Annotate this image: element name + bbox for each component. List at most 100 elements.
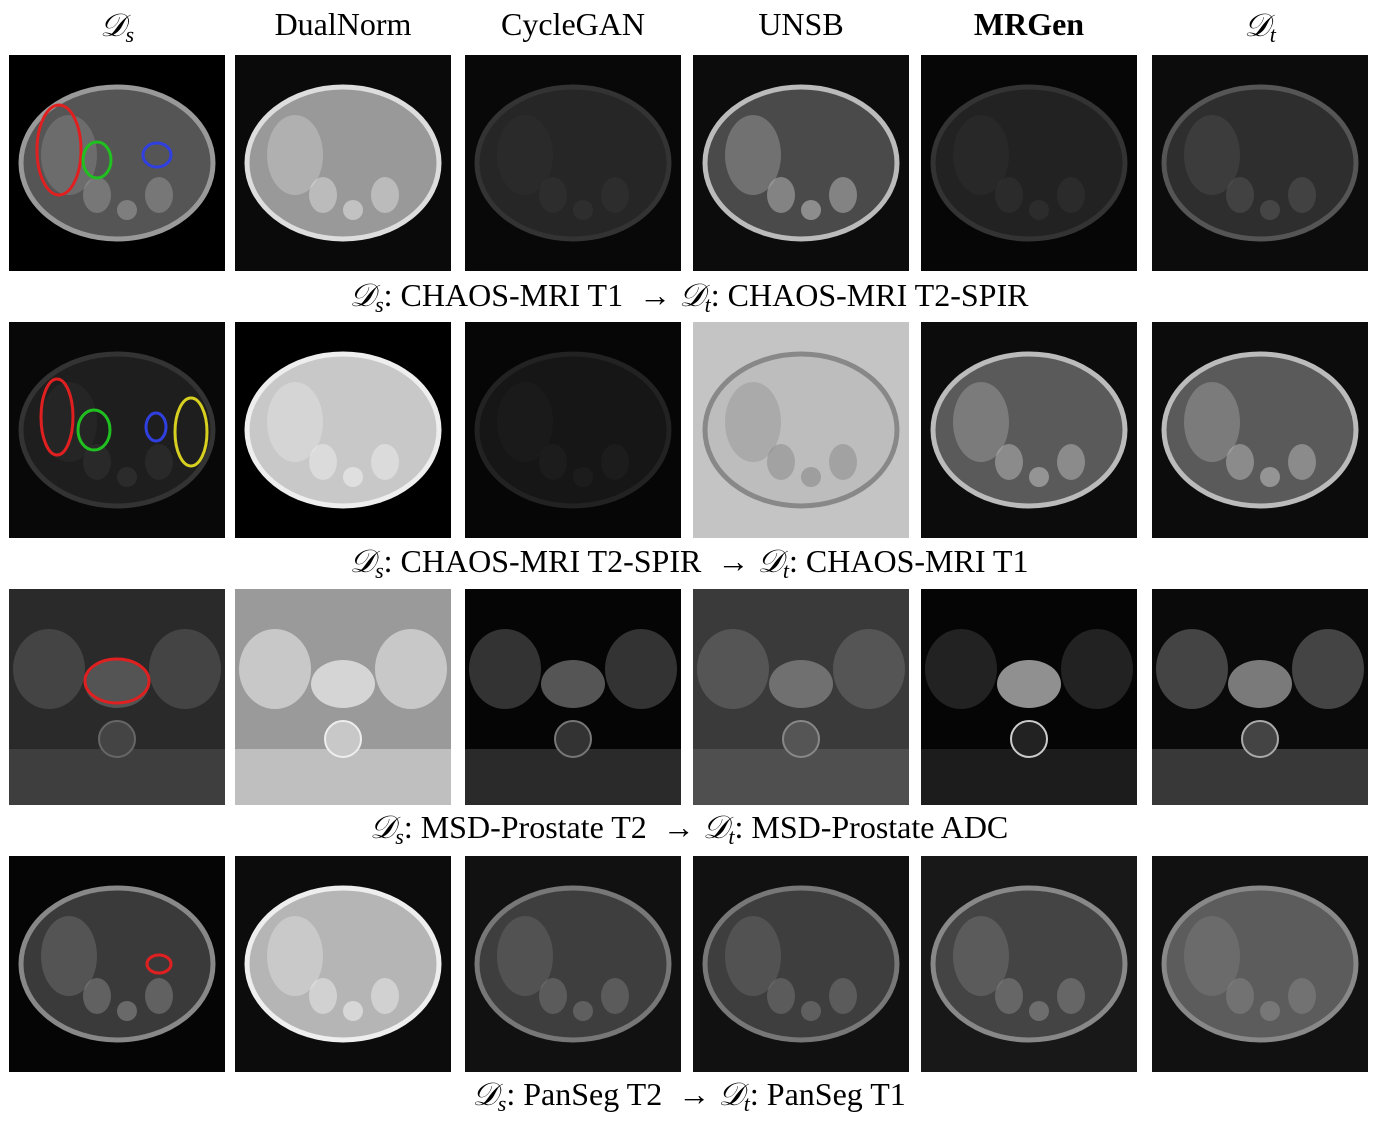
caption-source: : PanSeg T2	[506, 1076, 663, 1112]
caption-subscript: s	[375, 292, 384, 317]
organ	[145, 978, 173, 1014]
caption-symbol: 𝒟	[349, 542, 376, 580]
spine	[1260, 1001, 1280, 1021]
tissue	[833, 629, 905, 709]
tissue	[1061, 629, 1133, 709]
organ	[1057, 444, 1085, 480]
tissue	[235, 749, 451, 805]
organ	[41, 916, 97, 996]
organ	[371, 177, 399, 213]
tissue	[925, 629, 997, 709]
tissue	[1152, 749, 1368, 805]
header-text: CycleGAN	[501, 6, 645, 42]
organ	[539, 444, 567, 480]
rectum	[782, 720, 820, 758]
spine	[573, 200, 593, 220]
organ	[1184, 916, 1240, 996]
mri-image	[9, 589, 225, 805]
organ	[1288, 177, 1316, 213]
header-symbol: 𝒟	[99, 6, 126, 44]
spine	[573, 1001, 593, 1021]
organ	[829, 177, 857, 213]
rectum	[554, 720, 592, 758]
caption-target: : PanSeg T1	[749, 1076, 906, 1112]
mri-image	[465, 589, 681, 805]
spine	[801, 200, 821, 220]
caption-symbol: 𝒟	[702, 808, 729, 846]
mri-image	[235, 322, 451, 538]
organ	[995, 177, 1023, 213]
caption-subscript: t	[704, 292, 711, 317]
caption-subscript: t	[728, 824, 735, 849]
segmentation-contour	[83, 657, 151, 705]
caption-symbol: 𝒟	[718, 1075, 744, 1113]
prostate	[1228, 660, 1292, 708]
prostate	[311, 660, 375, 708]
mri-image	[9, 856, 225, 1072]
header-text: DualNorm	[274, 6, 412, 42]
header-text: MRGen	[973, 6, 1085, 42]
spine	[117, 467, 137, 487]
tissue	[239, 629, 311, 709]
organ	[725, 115, 781, 195]
spine	[1260, 467, 1280, 487]
organ	[1288, 444, 1316, 480]
segmentation-contour	[39, 377, 75, 457]
organ	[1057, 978, 1085, 1014]
organ	[267, 916, 323, 996]
organ	[309, 177, 337, 213]
row-caption: 𝒟s: MSD-Prostate T2 → 𝒟t: MSD-Prostate A…	[0, 808, 1378, 850]
mri-image	[235, 55, 451, 271]
organ	[41, 115, 97, 195]
spine	[801, 467, 821, 487]
organ	[995, 444, 1023, 480]
segmentation-contour	[173, 396, 209, 468]
header-subscript: s	[125, 22, 135, 47]
caption-arrow: →	[717, 543, 750, 579]
organ	[601, 177, 629, 213]
rectum	[324, 720, 362, 758]
tissue	[469, 629, 541, 709]
caption-source: : MSD-Prostate T2	[403, 809, 647, 845]
caption-source: : CHAOS-MRI T2-SPIR	[383, 543, 702, 579]
column-header: DualNorm	[235, 6, 451, 43]
spine	[1260, 200, 1280, 220]
mri-image	[9, 55, 225, 271]
organ	[725, 382, 781, 462]
caption-source: : CHAOS-MRI T1	[383, 277, 624, 313]
caption-subscript: t	[782, 558, 790, 583]
segmentation-contour	[141, 141, 173, 169]
column-header: 𝒟s	[9, 6, 225, 48]
organ	[767, 177, 795, 213]
mri-image	[693, 55, 909, 271]
caption-arrow: →	[662, 809, 695, 845]
spine	[1029, 467, 1049, 487]
organ	[83, 177, 111, 213]
mri-image	[921, 589, 1137, 805]
mri-image	[693, 322, 909, 538]
caption-subscript: s	[395, 824, 404, 849]
organ	[601, 444, 629, 480]
mri-image	[1152, 856, 1368, 1072]
organ	[1288, 978, 1316, 1014]
tissue	[149, 629, 221, 709]
tissue	[697, 629, 769, 709]
organ	[267, 115, 323, 195]
organ	[41, 382, 97, 462]
prostate	[769, 660, 833, 708]
organ	[725, 916, 781, 996]
segmentation-contour	[35, 103, 83, 197]
header-text: UNSB	[758, 6, 844, 42]
segmentation-contour	[76, 408, 112, 452]
organ	[1226, 177, 1254, 213]
rectum	[1241, 720, 1279, 758]
organ	[995, 978, 1023, 1014]
organ	[309, 444, 337, 480]
tissue	[921, 749, 1137, 805]
mri-image	[235, 856, 451, 1072]
organ	[145, 444, 173, 480]
mri-image	[9, 322, 225, 538]
column-header: CycleGAN	[465, 6, 681, 43]
caption-symbol: 𝒟	[472, 1075, 498, 1113]
